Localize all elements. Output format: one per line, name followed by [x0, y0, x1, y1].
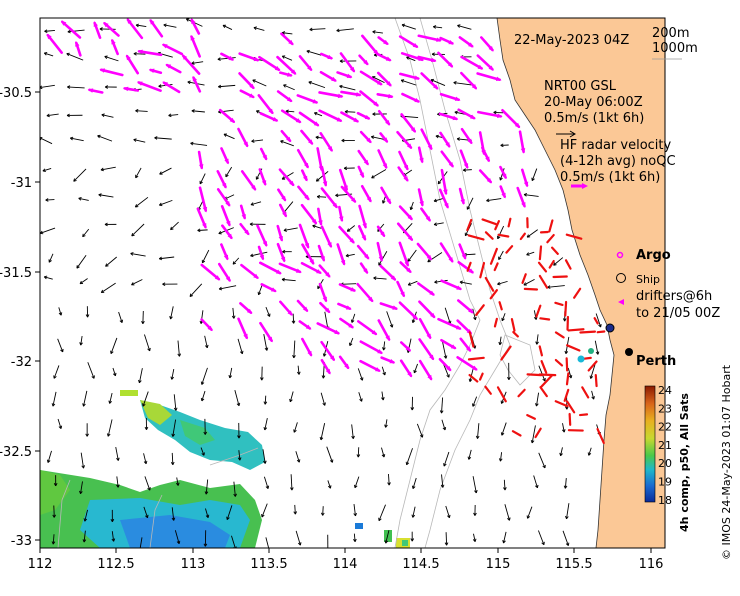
radar-red-arrow — [596, 375, 597, 386]
x-tick-label: 113 — [181, 557, 206, 572]
y-tick-label: -31 — [11, 176, 32, 191]
colorbar-tick-label: 23 — [658, 402, 672, 415]
radar-subtitle: (4-12h avg) noQC — [560, 154, 676, 169]
radar-red-arrow — [570, 414, 571, 425]
radar-red-arrow — [540, 318, 549, 319]
isobath-200-label: 200m — [652, 26, 689, 41]
radar-red-arrow — [525, 289, 537, 290]
colorbar-tick-label: 20 — [658, 457, 672, 470]
x-tick-label: 114 — [333, 557, 358, 572]
drifters-label-2: to 21/05 00Z — [636, 306, 720, 321]
colorbar-label: 4h comp, p50, All Sats — [678, 393, 691, 532]
model-arrow — [134, 54, 146, 55]
y-axis: -30.5 -31 -31.5 -32 -32.5 -33 — [0, 86, 40, 549]
model-scale: 0.5m/s (1kt 6h) — [544, 111, 644, 126]
x-tick-label: 116 — [639, 557, 664, 572]
x-axis: 112 112.5 113 113.5 114 114.5 115 115.5 116 — [28, 548, 664, 572]
ship-label: Ship — [636, 273, 660, 286]
radar-title: HF radar velocity — [560, 138, 672, 153]
y-tick-label: -31.5 — [0, 266, 32, 281]
radar-red-arrow — [569, 329, 584, 330]
x-tick-label: 112.5 — [97, 557, 134, 572]
radar-red-arrow — [567, 373, 568, 384]
x-tick-label: 112 — [28, 557, 53, 572]
colorbar-tick-label: 24 — [658, 384, 672, 397]
colorbar-tick-label: 19 — [658, 476, 672, 489]
model-arrow — [446, 532, 447, 545]
radar-red-arrow — [580, 332, 595, 333]
radar-red-arrow — [565, 302, 566, 316]
y-tick-label: -32.5 — [0, 445, 32, 460]
radar-red-arrow — [567, 358, 568, 370]
x-tick-label: 115.5 — [555, 557, 592, 572]
map-date-title: 22-May-2023 04Z — [514, 33, 629, 48]
sst-colorbar — [645, 386, 655, 502]
colorbar-tick-label: 21 — [658, 439, 672, 452]
model-arrowhead — [138, 552, 141, 555]
model-date: 20-May 06:00Z — [544, 95, 643, 110]
x-tick-label: 114.5 — [402, 557, 439, 572]
y-tick-label: -32 — [11, 355, 32, 370]
x-tick-label: 115 — [486, 557, 511, 572]
colorbar-tick-label: 18 — [658, 494, 672, 507]
colorbar-ticks: 24 23 22 21 20 19 18 — [658, 384, 672, 507]
perth-marker — [625, 348, 633, 356]
y-tick-label: -33 — [11, 534, 32, 549]
isobath-1000-label: 1000m — [652, 41, 698, 56]
imos-credit: © IMOS 24-May-2023 01:07 Hobart — [720, 364, 733, 560]
drifter-marker-cyan[interactable] — [578, 356, 585, 363]
drifter-marker-green[interactable] — [588, 348, 594, 354]
x-tick-label: 113.5 — [250, 557, 287, 572]
y-tick-label: -30.5 — [0, 86, 32, 101]
argo-label: Argo — [636, 248, 671, 263]
radar-red-arrow — [580, 414, 587, 415]
city-label-perth: Perth — [636, 354, 676, 369]
drifters-label-1: drifters@6h — [636, 289, 712, 304]
radar-red-arrow — [598, 331, 605, 332]
model-name: NRT00 GSL — [544, 79, 617, 94]
radar-red-arrow — [540, 247, 541, 260]
radar-scale: 0.5m/s (1kt 6h) — [560, 170, 660, 185]
model-arrow — [172, 453, 173, 465]
drifter-marker-blue[interactable] — [606, 324, 614, 332]
radar-red-arrow — [469, 358, 484, 360]
colorbar-tick-label: 22 — [658, 421, 672, 434]
